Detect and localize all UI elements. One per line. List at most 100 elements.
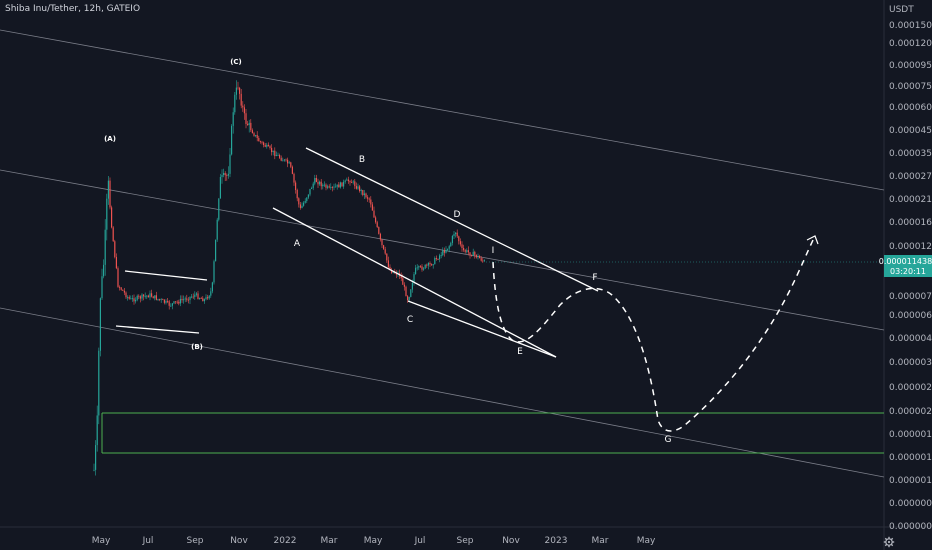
candle: [210, 287, 212, 298]
candle-body: [187, 299, 189, 301]
candle-body: [347, 179, 349, 182]
candle-body: [138, 295, 140, 297]
candle-body: [123, 290, 125, 293]
candle: [192, 293, 194, 299]
price-tick-label: 0.0000600000: [889, 103, 932, 113]
candle: [309, 188, 311, 197]
candle-body: [192, 296, 194, 298]
candle: [443, 247, 445, 257]
candle-body: [479, 256, 481, 259]
candle-body: [269, 146, 271, 148]
candle: [106, 193, 108, 241]
candle-body: [467, 250, 469, 253]
candle-body: [421, 266, 423, 270]
candle: [157, 298, 159, 301]
candle-body: [455, 232, 457, 235]
candle: [219, 173, 221, 199]
candle: [445, 246, 447, 254]
candle: [125, 291, 127, 300]
candle: [375, 215, 377, 224]
gear-icon[interactable]: [883, 536, 895, 548]
candle: [354, 179, 356, 190]
candle: [315, 174, 317, 183]
time-tick-label: May: [637, 536, 656, 546]
candle: [386, 253, 388, 263]
candle-body: [357, 186, 359, 189]
candle: [221, 169, 223, 184]
candle-body: [203, 299, 205, 302]
candle-body: [371, 204, 373, 211]
candle: [176, 300, 178, 304]
candle: [475, 254, 477, 259]
candle-body: [312, 183, 314, 188]
candle: [458, 235, 460, 245]
candle: [480, 256, 482, 262]
candle-body: [245, 113, 247, 124]
candle: [343, 179, 345, 189]
candle: [112, 226, 114, 242]
candle: [376, 220, 378, 229]
candle-body: [447, 248, 449, 250]
current-price-value: 0.0000114380: [879, 257, 932, 266]
candle-body: [160, 299, 162, 301]
candle: [143, 294, 145, 301]
price-tick-label: 0.0000120000: [889, 242, 932, 252]
candle-body: [458, 236, 460, 242]
candle: [165, 299, 167, 305]
candle: [336, 184, 338, 190]
candle-body: [250, 122, 252, 131]
candle: [208, 294, 210, 300]
candle-body: [339, 182, 341, 188]
candle-body: [445, 249, 447, 253]
candle-body: [450, 242, 452, 247]
candle: [154, 295, 156, 301]
candle-body: [155, 295, 157, 300]
candle-body: [354, 181, 356, 187]
candle-body: [146, 295, 148, 297]
wave-label-a: (A): [104, 135, 116, 143]
price-tick-label: 0.0000008000: [889, 499, 932, 509]
candle-body: [304, 201, 306, 203]
candle-body: [107, 180, 109, 199]
candle-body: [242, 105, 244, 108]
candle: [450, 241, 452, 247]
candle: [250, 119, 252, 132]
candle: [171, 303, 173, 310]
candle-body: [93, 469, 95, 471]
candle-body: [330, 187, 332, 188]
candle: [109, 177, 111, 210]
candle-body: [325, 184, 327, 188]
candle-body: [427, 263, 429, 266]
candle: [146, 295, 148, 300]
candle: [323, 181, 325, 188]
candle-body: [296, 190, 298, 199]
candle-body: [410, 289, 412, 297]
wave-label-i: I: [492, 246, 495, 256]
candle-body: [434, 258, 436, 265]
candle: [181, 295, 183, 303]
candle: [159, 298, 161, 302]
candle-body: [477, 256, 479, 258]
candle-body: [272, 150, 274, 153]
candle: [258, 135, 260, 142]
time-tick-label: Sep: [187, 536, 204, 546]
candle: [195, 291, 197, 297]
candle-body: [159, 298, 161, 300]
wave-channel-line-2: [115, 325, 200, 334]
candle-body: [363, 193, 365, 196]
candle: [269, 144, 271, 150]
candle: [288, 160, 290, 164]
candle: [405, 285, 407, 297]
candle: [312, 181, 314, 191]
candle-body: [200, 298, 202, 299]
candle: [432, 263, 434, 269]
candle-body: [231, 125, 233, 155]
candle-body: [431, 264, 433, 266]
candle: [179, 295, 181, 307]
candle-body: [211, 282, 213, 292]
candle-body: [331, 187, 333, 188]
candle-body: [106, 198, 108, 230]
candle: [120, 286, 122, 291]
